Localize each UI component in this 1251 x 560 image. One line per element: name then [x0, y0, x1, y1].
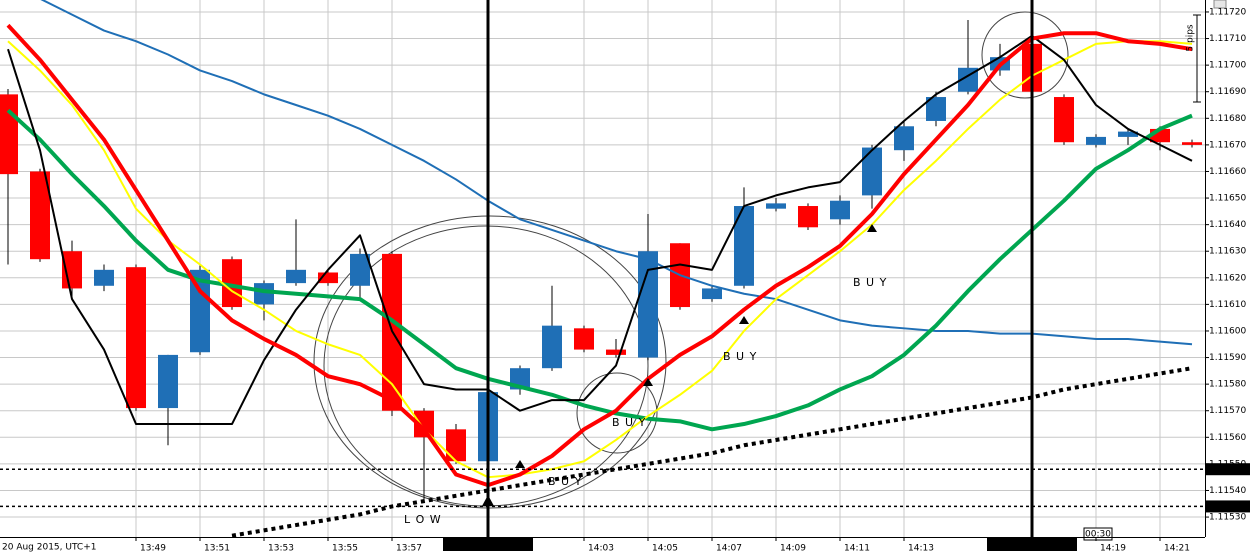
price-label-box [1206, 463, 1250, 476]
y-tick-label: 1.11670 [1209, 140, 1246, 150]
x-tick-label: 13:57 [396, 544, 422, 554]
icon [1213, 0, 1227, 9]
y-tick-label: 1.11570 [1209, 406, 1246, 416]
y-tick-label: 1.11610 [1209, 300, 1246, 310]
annotation: B U Y [612, 416, 646, 429]
time-box-label: 00:30 [1085, 530, 1111, 540]
y-tick-label: 1.11700 [1209, 61, 1246, 71]
candle-body [158, 354, 178, 409]
x-tick-label: 13:53 [268, 544, 294, 554]
candle-body [1086, 136, 1106, 145]
x-tick-label: 14:05 [652, 544, 678, 554]
candle-body [926, 97, 946, 121]
candle-body [318, 272, 338, 284]
candle-body [94, 269, 114, 286]
annotations: L O W B U Y B U Y B U Y B U Y 5 pips 00:… [404, 0, 1227, 541]
candle-body [446, 429, 466, 462]
x-tick-label: 14:03 [588, 544, 614, 554]
candle-body [606, 349, 626, 355]
candle-body [766, 203, 786, 209]
y-tick-label: 1.11590 [1209, 353, 1246, 363]
arrow-up [867, 224, 877, 232]
price-label-box [1206, 500, 1250, 513]
arrow-up [515, 460, 525, 468]
circle-drawing [576, 372, 658, 454]
x-tick-label: 14:11 [844, 544, 870, 554]
y-tick-label: 1.11680 [1209, 114, 1246, 124]
candle-body [894, 126, 914, 151]
candle-body [126, 267, 146, 409]
y-tick-label: 1.11660 [1209, 167, 1246, 177]
candle-body [798, 206, 818, 228]
candle-body [702, 288, 722, 300]
x-tick-label: 13:49 [140, 544, 166, 554]
price-label: 1.11534 [1209, 502, 1246, 512]
cursor-label: 20/08/2015 14:00 [448, 541, 529, 551]
circle-drawing [313, 215, 667, 509]
candle-body [1182, 142, 1202, 145]
candle-body [542, 325, 562, 369]
cursor-label-box [443, 538, 533, 551]
x-tick-label: 14:07 [716, 544, 742, 554]
price-label: 1.11548 [1209, 465, 1246, 475]
candle-body [30, 171, 50, 260]
indicator-line [6, 23, 1193, 488]
y-tick-label: 1.11720 [1209, 7, 1246, 17]
y-tick-label: 1.11650 [1209, 194, 1246, 204]
candle-body [414, 410, 434, 438]
annotation: L O W [404, 513, 442, 526]
candle-body [0, 94, 18, 175]
y-tick-label: 1.11640 [1209, 220, 1246, 230]
date-label: 20 Aug 2015, UTC+1 [2, 543, 96, 553]
cursor-label-box [987, 538, 1077, 551]
y-tick-label: 1.11690 [1209, 87, 1246, 97]
x-tick-label: 14:13 [908, 544, 934, 554]
pips-label: 5 pips [1186, 24, 1196, 52]
y-tick-label: 1.11540 [1209, 486, 1246, 496]
x-tick-label: 13:51 [204, 544, 230, 554]
x-tick-label: 13:55 [332, 544, 358, 554]
candle-body [734, 206, 754, 286]
y-tick-label: 1.11620 [1209, 273, 1246, 283]
x-tick-label: 14:09 [780, 544, 806, 554]
indicator-line [7, 40, 1193, 479]
y-tick-label: 1.11580 [1209, 380, 1246, 390]
y-tick-label: 1.11630 [1209, 247, 1246, 257]
candle-body [638, 251, 658, 358]
indicator-line [6, 108, 1193, 432]
arrow-up [643, 378, 653, 386]
candle-body [574, 328, 594, 350]
indicator-line [40, 0, 1193, 346]
candle-body [254, 283, 274, 305]
arrow-up [739, 316, 749, 324]
candle-body [1118, 131, 1138, 137]
annotation: B U Y [853, 276, 887, 289]
candle-body [350, 253, 370, 286]
y-tick-label: 1.11600 [1209, 326, 1246, 336]
circle-drawing [981, 11, 1069, 99]
candle-body [862, 147, 882, 196]
y-tick-label: 1.11530 [1209, 513, 1246, 523]
annotation: B U Y [548, 475, 582, 488]
candle-body [1054, 97, 1074, 143]
x-tick-label: 14:21 [1164, 544, 1190, 554]
annotation: B U Y [723, 350, 757, 363]
candle-body [830, 200, 850, 220]
x-tick-label: 14:19 [1100, 544, 1126, 554]
cursor-label: 20/08/2015 14:17 [992, 541, 1073, 551]
y-tick-label: 1.11710 [1209, 34, 1246, 44]
candle-body [190, 269, 210, 353]
indicator-line [7, 34, 1193, 426]
y-tick-label: 1.11560 [1209, 433, 1246, 443]
candle-body [286, 269, 306, 284]
